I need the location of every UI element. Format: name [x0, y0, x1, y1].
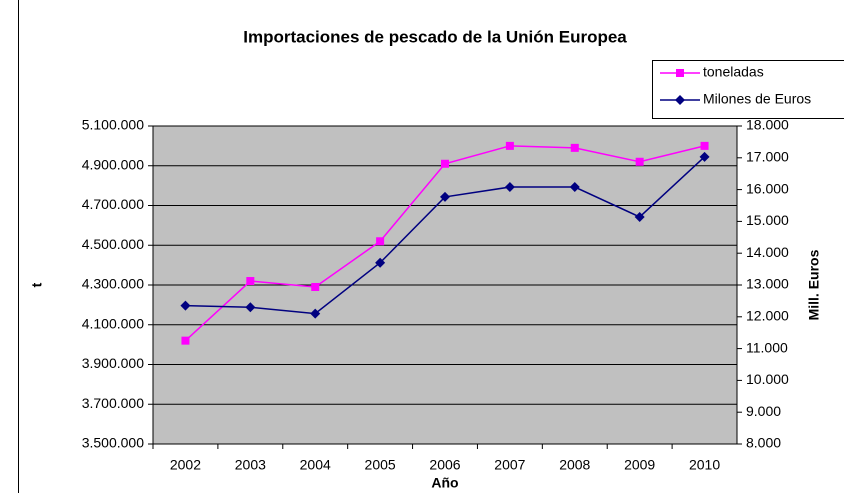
marker	[440, 191, 450, 202]
y2-tick-label: 18.000	[746, 117, 789, 133]
y2-tick-label: 8.000	[746, 435, 781, 451]
marker	[376, 237, 385, 246]
chart-title: Importaciones de pescado de la Unión Eur…	[243, 27, 627, 46]
marker	[246, 277, 255, 286]
y2-tick-label: 15.000	[746, 212, 789, 228]
marker	[441, 159, 449, 168]
x-tick-label: 2007	[494, 457, 525, 473]
y-tick-label: 3.700.000	[82, 395, 144, 411]
marker	[570, 143, 579, 152]
y-tick-label: 4.100.000	[82, 315, 144, 331]
marker	[245, 302, 256, 313]
legend-label: toneladas	[703, 64, 764, 80]
x-tick-label: 2004	[300, 457, 331, 473]
y2-tick-label: 13.000	[746, 276, 789, 292]
x-tick-label: 2005	[365, 457, 396, 473]
x-tick-label: 2009	[624, 457, 655, 473]
y-tick-label: 4.300.000	[82, 276, 144, 292]
y2-tick-label: 11.000	[746, 339, 788, 355]
marker	[310, 308, 321, 319]
legend-marker	[676, 69, 684, 77]
legend-marker	[675, 95, 685, 105]
y2-tick-label: 9.000	[746, 403, 781, 419]
marker	[634, 211, 645, 222]
x-axis-label: Año	[431, 475, 458, 491]
marker	[700, 141, 709, 150]
marker	[504, 182, 515, 193]
y-tick-label: 4.700.000	[82, 196, 144, 212]
y2-axis-label: Mill. Euros	[806, 249, 822, 320]
marker	[180, 300, 191, 311]
marker	[635, 157, 644, 166]
y-tick-label: 4.500.000	[82, 236, 144, 252]
x-tick-label: 2002	[170, 457, 201, 473]
legend: toneladas Milones de Euros	[660, 64, 811, 107]
marker	[181, 336, 190, 345]
legend-box	[652, 60, 844, 119]
x-tick-label: 2010	[689, 457, 720, 473]
y-tick-label: 5.100.000	[82, 117, 144, 133]
y-tick-label: 3.500.000	[82, 435, 144, 451]
legend-label: Milones de Euros	[703, 91, 811, 107]
y-tick-label: 4.900.000	[82, 156, 144, 172]
marker	[505, 141, 514, 150]
y-tick-label: 3.900.000	[82, 355, 144, 371]
x-tick-label: 2003	[235, 457, 266, 473]
marker	[569, 182, 580, 193]
marker	[699, 151, 710, 162]
y2-tick-label: 16.000	[746, 180, 789, 196]
y2-tick-label: 14.000	[746, 244, 789, 260]
marker	[311, 282, 320, 291]
x-tick-label: 2008	[559, 457, 590, 473]
y-axis-label: t	[29, 282, 45, 287]
x-tick-label: 2006	[429, 457, 460, 473]
y2-tick-label: 10.000	[746, 371, 789, 387]
y2-tick-label: 17.000	[746, 149, 789, 165]
marker	[375, 257, 386, 268]
y2-tick-label: 12.000	[746, 308, 789, 324]
